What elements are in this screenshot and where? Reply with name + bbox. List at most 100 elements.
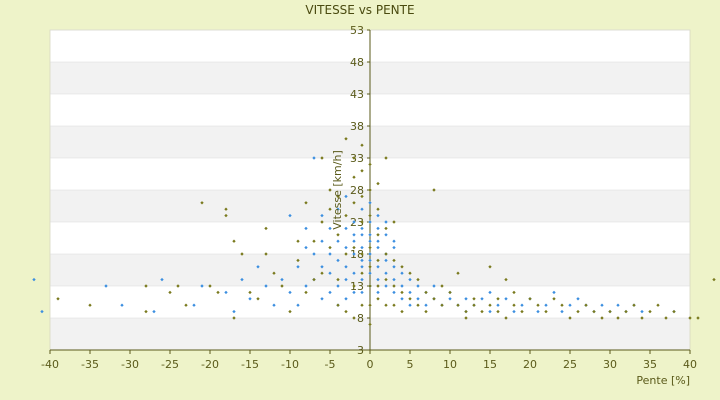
data-point <box>408 297 412 301</box>
x-tick-label: -20 <box>201 358 219 371</box>
data-point <box>376 284 380 288</box>
data-point <box>368 201 372 205</box>
data-point <box>408 290 412 295</box>
data-point <box>272 303 276 307</box>
data-point <box>576 309 580 314</box>
data-point <box>344 309 348 314</box>
data-point <box>272 271 276 275</box>
data-point <box>320 213 324 218</box>
x-tick-label: -5 <box>325 358 336 371</box>
data-point <box>400 290 404 295</box>
data-point <box>336 303 340 307</box>
data-point <box>560 309 564 314</box>
data-point <box>360 265 364 269</box>
data-point <box>560 303 564 307</box>
data-point <box>296 303 300 307</box>
data-point <box>352 156 356 160</box>
x-axis-title: Pente [%] <box>636 374 690 387</box>
x-tick-label: 15 <box>483 358 497 371</box>
data-point <box>336 277 340 282</box>
data-point <box>352 233 356 237</box>
data-point <box>200 201 204 205</box>
data-point <box>344 226 348 231</box>
data-point <box>416 297 420 301</box>
data-point <box>600 316 604 320</box>
data-point <box>464 297 468 301</box>
data-point <box>424 309 428 314</box>
data-point <box>448 290 452 295</box>
data-point <box>88 303 92 307</box>
data-point <box>312 239 316 243</box>
data-point <box>384 284 388 288</box>
data-point <box>336 258 340 263</box>
data-point <box>448 297 452 301</box>
data-point <box>400 309 404 314</box>
data-point <box>56 297 60 301</box>
data-point <box>408 303 412 307</box>
data-point <box>536 303 540 307</box>
data-point <box>712 277 716 282</box>
data-point <box>360 220 364 224</box>
data-point <box>392 220 396 224</box>
data-point <box>280 284 284 288</box>
data-point <box>360 233 364 237</box>
data-point <box>328 226 332 231</box>
data-point <box>392 284 396 288</box>
data-point <box>512 290 516 295</box>
data-point <box>320 239 324 243</box>
data-point <box>456 271 460 275</box>
data-point <box>376 265 380 269</box>
data-point <box>392 258 396 263</box>
data-point <box>232 316 236 320</box>
data-point <box>344 297 348 301</box>
x-tick-label: -35 <box>81 358 99 371</box>
data-point <box>344 137 348 141</box>
data-point <box>376 213 380 218</box>
data-point <box>360 194 364 199</box>
data-point <box>352 284 356 288</box>
data-point <box>384 252 388 256</box>
data-point <box>288 309 292 314</box>
data-point <box>488 309 492 314</box>
x-tick-label: 35 <box>643 358 657 371</box>
data-point <box>368 303 372 307</box>
data-point <box>608 309 612 314</box>
data-point <box>264 226 268 231</box>
data-point <box>504 277 508 282</box>
data-point <box>424 290 428 295</box>
data-point <box>384 277 388 282</box>
data-point <box>392 290 396 295</box>
data-point <box>360 245 364 250</box>
data-point <box>432 188 436 192</box>
chart-title: VITESSE vs PENTE <box>305 3 414 17</box>
data-point <box>688 316 692 320</box>
data-point <box>216 290 220 295</box>
data-point <box>368 233 372 237</box>
x-axis: -40 -35 -30 -25 -20 -15 -10 -5 0 5 10 15 20 25 30 35 40 <box>41 349 697 371</box>
data-point <box>344 213 348 218</box>
x-tick-label: -25 <box>161 358 179 371</box>
data-point <box>368 284 372 288</box>
data-point <box>360 226 364 231</box>
y-tick-label: 18 <box>350 248 364 261</box>
data-point <box>144 309 148 314</box>
data-point <box>352 239 356 243</box>
data-point <box>288 213 292 218</box>
data-point <box>360 207 364 211</box>
data-point <box>416 277 420 282</box>
data-point <box>208 284 212 288</box>
data-point <box>472 297 476 301</box>
data-point <box>232 239 236 243</box>
data-point <box>320 297 324 301</box>
data-point <box>368 258 372 263</box>
data-point <box>432 284 436 288</box>
data-point <box>360 290 364 295</box>
data-point <box>336 194 340 199</box>
data-point <box>352 220 356 224</box>
y-tick-label: 8 <box>357 312 364 325</box>
data-point <box>224 290 228 295</box>
y-tick-label: 28 <box>350 184 364 197</box>
data-point <box>368 162 372 167</box>
data-point <box>320 156 324 160</box>
